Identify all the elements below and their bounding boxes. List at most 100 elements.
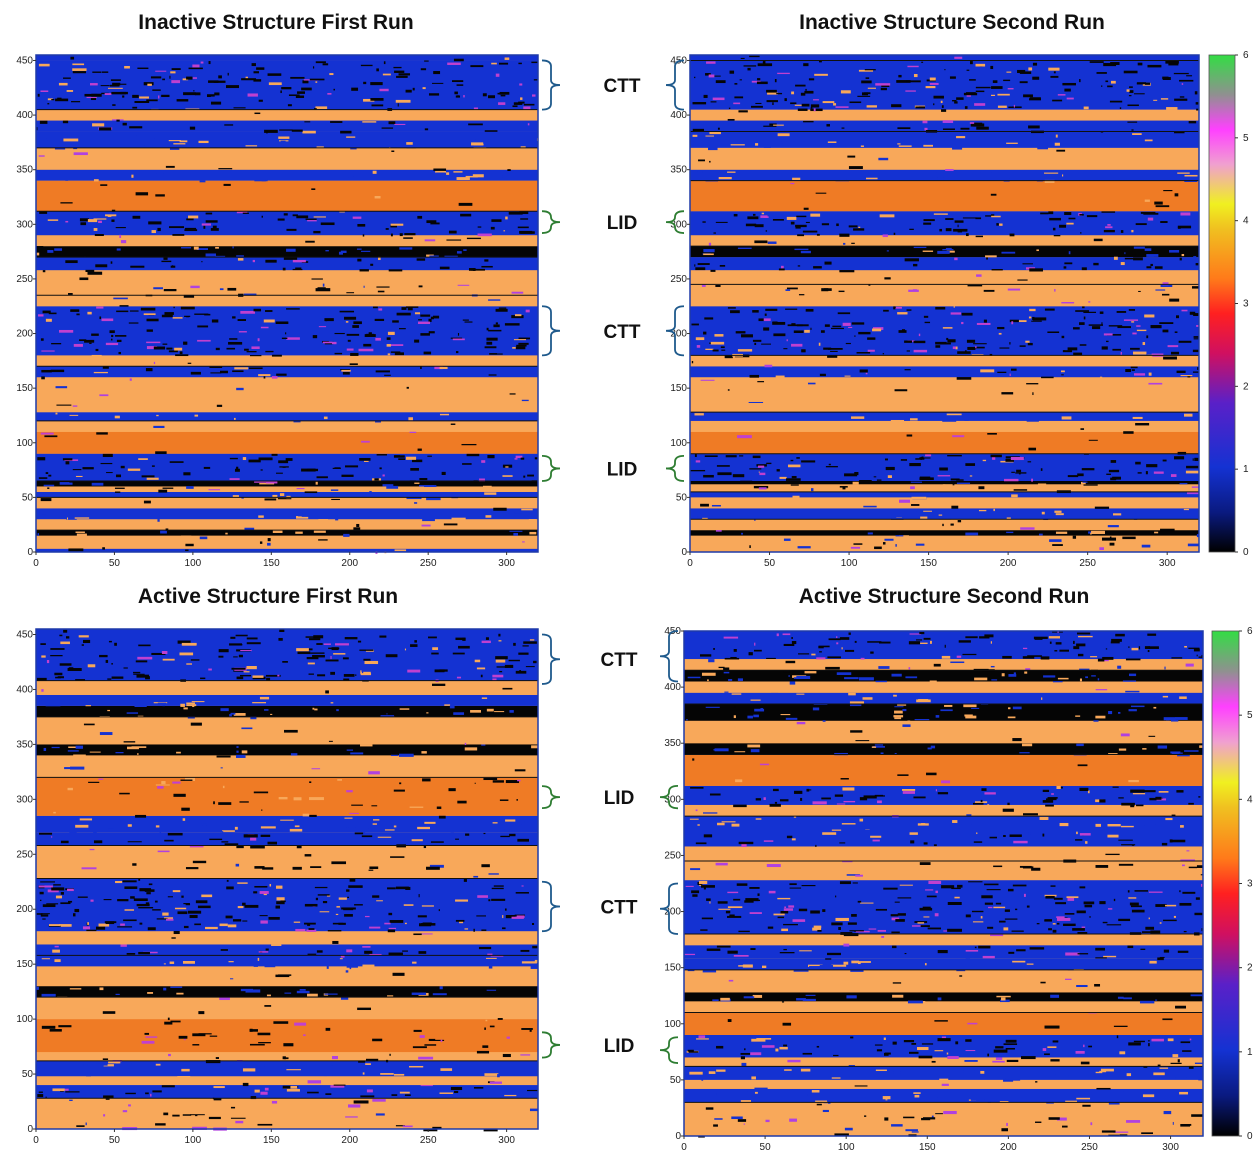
noise-mark	[434, 516, 441, 519]
noise-mark	[792, 1089, 801, 1093]
noise-mark	[1154, 531, 1159, 534]
noise-mark	[416, 258, 426, 261]
band-rect	[690, 377, 1199, 413]
noise-mark	[1055, 134, 1058, 138]
noise-mark	[45, 703, 61, 707]
noise-mark	[488, 329, 502, 332]
noise-mark	[458, 202, 473, 206]
noise-mark	[1107, 834, 1119, 838]
noise-mark	[440, 1039, 443, 1042]
noise-mark	[346, 790, 353, 793]
noise-mark	[913, 340, 926, 344]
noise-mark	[1073, 969, 1084, 973]
noise-mark	[1061, 302, 1075, 304]
noise-mark	[1048, 636, 1061, 639]
noise-mark	[193, 246, 199, 250]
noise-mark	[740, 57, 745, 59]
noise-mark	[235, 634, 248, 637]
noise-mark	[796, 998, 806, 1001]
noise-mark	[928, 880, 942, 884]
noise-mark	[308, 638, 321, 641]
noise-mark	[1083, 1044, 1085, 1048]
noise-mark	[1147, 633, 1157, 636]
noise-mark	[163, 963, 166, 965]
noise-mark	[1117, 996, 1124, 999]
noise-mark	[439, 266, 450, 270]
noise-mark	[1188, 512, 1191, 514]
noise-mark	[993, 1049, 1008, 1053]
noise-mark	[115, 335, 127, 337]
noise-mark	[523, 475, 526, 478]
noise-mark	[247, 413, 262, 417]
noise-mark	[1029, 1067, 1040, 1069]
noise-mark	[954, 257, 958, 261]
noise-mark	[235, 754, 246, 758]
noise-mark	[348, 176, 362, 179]
noise-mark	[839, 233, 850, 237]
noise-mark	[296, 516, 309, 519]
noise-mark	[718, 666, 725, 669]
band-rect	[684, 1057, 1203, 1067]
noise-mark	[347, 896, 350, 899]
noise-mark	[116, 474, 122, 478]
brace-bracket	[665, 454, 685, 482]
noise-mark	[1153, 99, 1158, 101]
annotation-label: CTT	[601, 897, 638, 918]
noise-mark	[856, 494, 861, 497]
noise-mark	[1185, 663, 1194, 667]
noise-mark	[504, 664, 514, 668]
noise-mark	[531, 922, 535, 926]
noise-mark	[145, 676, 150, 680]
noise-mark	[43, 747, 47, 751]
noise-mark	[1044, 919, 1048, 922]
noise-mark	[108, 87, 123, 89]
noise-mark	[991, 268, 1003, 271]
noise-mark	[281, 87, 292, 90]
noise-mark	[72, 68, 87, 71]
noise-mark	[895, 535, 904, 537]
band-rect	[690, 453, 1199, 481]
noise-mark	[320, 222, 335, 226]
noise-mark	[521, 885, 524, 887]
noise-mark	[205, 220, 218, 223]
noise-mark	[695, 337, 705, 341]
noise-mark	[459, 921, 464, 924]
noise-mark	[532, 94, 536, 97]
noise-mark	[520, 457, 525, 460]
noise-mark	[309, 781, 312, 784]
noise-mark	[446, 239, 462, 241]
noise-mark	[468, 960, 478, 962]
noise-mark	[1171, 657, 1183, 659]
noise-mark	[1066, 896, 1079, 899]
noise-mark	[426, 497, 441, 501]
noise-mark	[366, 333, 375, 337]
noise-mark	[1127, 121, 1138, 123]
noise-mark	[265, 310, 273, 312]
annotation-lid: LID	[541, 454, 685, 482]
noise-mark	[515, 346, 526, 350]
noise-mark	[153, 346, 166, 350]
noise-mark	[965, 463, 976, 466]
noise-mark	[91, 482, 104, 486]
noise-mark	[1058, 826, 1067, 829]
noise-mark	[950, 478, 960, 481]
noise-mark	[360, 670, 362, 672]
noise-mark	[694, 413, 704, 416]
noise-mark	[944, 69, 946, 71]
noise-mark	[90, 899, 94, 902]
noise-mark	[793, 1071, 796, 1074]
noise-mark	[717, 901, 728, 904]
y-tick-label: 50	[22, 492, 34, 503]
noise-mark	[190, 371, 201, 375]
noise-mark	[763, 318, 771, 322]
noise-mark	[834, 794, 844, 797]
noise-mark	[395, 1125, 405, 1127]
noise-mark	[372, 895, 380, 898]
noise-mark	[792, 919, 806, 922]
colorbar-tick-label: 1	[1243, 464, 1249, 475]
noise-mark	[311, 768, 321, 770]
noise-mark	[733, 649, 737, 652]
noise-mark	[499, 799, 509, 801]
noise-mark	[257, 338, 260, 342]
noise-mark	[244, 527, 255, 531]
